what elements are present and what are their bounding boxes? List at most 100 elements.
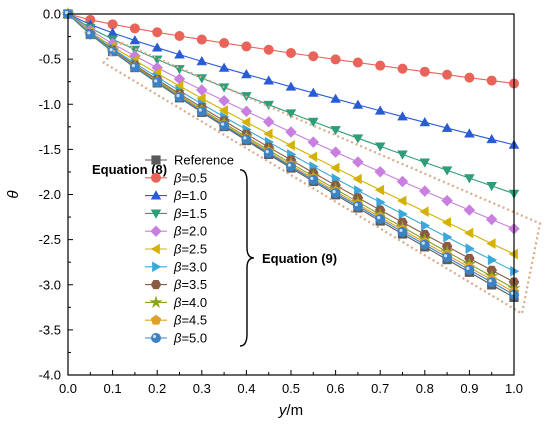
data-point-10-10-highlight bbox=[288, 164, 291, 167]
data-point-10-18 bbox=[465, 265, 474, 274]
legend-item-4: β=2.0 bbox=[145, 224, 207, 239]
data-point-5-11 bbox=[309, 152, 317, 162]
equation9-brace bbox=[240, 170, 254, 346]
x-tick-label-7: 0.7 bbox=[371, 381, 389, 396]
x-tick-label-2: 0.2 bbox=[148, 381, 166, 396]
legend-marker-5 bbox=[151, 244, 159, 254]
legend-label-4: β=2.0 bbox=[173, 224, 207, 239]
data-point-2-2 bbox=[108, 28, 118, 36]
data-point-10-12-highlight bbox=[333, 190, 336, 193]
legend-marker-6 bbox=[152, 262, 160, 272]
data-point-1-12 bbox=[331, 55, 340, 64]
data-point-1-10 bbox=[286, 48, 295, 57]
y-tick-label-8: -4.0 bbox=[39, 368, 61, 383]
data-point-10-2-highlight bbox=[110, 48, 113, 51]
data-point-3-18 bbox=[465, 175, 475, 183]
data-point-4-8 bbox=[241, 106, 252, 117]
legend-label-9: β=4.5 bbox=[173, 313, 207, 328]
legend-marker-0 bbox=[152, 156, 161, 165]
legend-marker-8 bbox=[150, 297, 161, 308]
data-point-5-12 bbox=[331, 163, 339, 173]
data-point-10-7 bbox=[219, 121, 228, 130]
x-tick-label-8: 0.8 bbox=[416, 381, 434, 396]
legend-label-8: β=4.0 bbox=[173, 295, 207, 310]
data-point-10-19-highlight bbox=[489, 279, 492, 282]
data-point-10-5 bbox=[175, 92, 184, 101]
data-point-10-14 bbox=[376, 214, 385, 223]
data-point-6-19 bbox=[488, 255, 496, 265]
data-point-4-17 bbox=[442, 195, 453, 206]
data-point-3-15 bbox=[398, 151, 408, 159]
legend-label-3: β=1.5 bbox=[173, 206, 207, 221]
data-point-4-14 bbox=[375, 167, 386, 178]
data-point-4-18 bbox=[464, 205, 475, 216]
data-point-3-16 bbox=[420, 159, 430, 167]
x-tick-label-10: 1.0 bbox=[505, 381, 523, 396]
data-point-10-11 bbox=[309, 175, 318, 184]
x-tick-label-6: 0.6 bbox=[327, 381, 345, 396]
data-point-3-17 bbox=[442, 167, 452, 175]
legend-label-10: β=5.0 bbox=[173, 331, 207, 346]
data-point-4-10 bbox=[286, 127, 297, 138]
x-axis-title: y/m bbox=[278, 402, 303, 419]
data-point-3-13 bbox=[353, 135, 363, 143]
data-point-1-4 bbox=[153, 28, 162, 37]
x-tick-label-0: 0.0 bbox=[59, 381, 77, 396]
data-point-3-12 bbox=[331, 126, 341, 134]
legend-marker-10-highlight bbox=[153, 335, 156, 338]
legend-label-5: β=2.5 bbox=[173, 242, 207, 257]
data-point-10-3 bbox=[130, 62, 139, 71]
data-point-10-15 bbox=[398, 227, 407, 236]
data-point-10-4-highlight bbox=[154, 79, 157, 82]
x-axis-unit: /m bbox=[286, 402, 303, 419]
data-point-10-6 bbox=[197, 107, 206, 116]
data-point-5-18 bbox=[465, 228, 473, 238]
data-point-10-12 bbox=[331, 188, 340, 197]
y-tick-label-5: -2.5 bbox=[39, 232, 61, 247]
data-point-10-11-highlight bbox=[310, 177, 313, 180]
x-tick-label-9: 0.9 bbox=[460, 381, 478, 396]
legend-label-2: β=1.0 bbox=[173, 188, 207, 203]
data-point-10-2 bbox=[108, 47, 117, 56]
x-tick-label-4: 0.4 bbox=[237, 381, 255, 396]
data-point-1-17 bbox=[442, 70, 451, 79]
data-point-1-16 bbox=[420, 67, 429, 76]
data-point-5-15 bbox=[398, 196, 406, 206]
data-point-4-19 bbox=[486, 214, 497, 225]
legend-label-7: β=3.5 bbox=[173, 277, 207, 292]
data-point-10-7-highlight bbox=[221, 122, 224, 125]
data-point-1-11 bbox=[309, 52, 318, 61]
y-tick-label-4: -2.0 bbox=[39, 187, 61, 202]
data-point-6-16 bbox=[421, 221, 429, 231]
y-tick-label-3: -1.5 bbox=[39, 142, 61, 157]
legend-item-9: β=4.5 bbox=[145, 313, 207, 328]
legend-item-5: β=2.5 bbox=[145, 242, 207, 257]
legend-marker-7 bbox=[151, 280, 161, 288]
x-tick-label-1: 0.1 bbox=[104, 381, 122, 396]
x-tick-label-5: 0.5 bbox=[282, 381, 300, 396]
data-point-10-1 bbox=[86, 30, 95, 39]
data-point-4-9 bbox=[263, 116, 274, 127]
legend-item-2: β=1.0 bbox=[145, 188, 207, 203]
data-point-10-5-highlight bbox=[176, 94, 179, 97]
data-point-10-16-highlight bbox=[422, 242, 425, 245]
data-point-1-15 bbox=[398, 64, 407, 73]
data-point-1-9 bbox=[264, 45, 273, 54]
data-point-5-19 bbox=[487, 239, 495, 249]
y-tick-label-2: -1.0 bbox=[39, 97, 61, 112]
data-point-4-12 bbox=[330, 147, 341, 158]
data-point-10-17 bbox=[442, 253, 451, 262]
data-point-6-15 bbox=[399, 209, 407, 219]
data-point-10-17-highlight bbox=[444, 254, 447, 257]
data-point-1-5 bbox=[175, 31, 184, 40]
y-tick-label-1: -0.5 bbox=[39, 52, 61, 67]
data-point-5-10 bbox=[286, 141, 294, 151]
y-axis-title: θ bbox=[5, 190, 22, 198]
legend-item-10: β=5.0 bbox=[145, 331, 207, 346]
legend-marker-1 bbox=[151, 173, 160, 182]
data-point-1-7 bbox=[219, 38, 228, 47]
y-tick-label-6: -3.0 bbox=[39, 277, 61, 292]
data-point-1-13 bbox=[353, 58, 362, 67]
data-point-10-1-highlight bbox=[87, 31, 90, 34]
plot-area bbox=[62, 8, 540, 314]
